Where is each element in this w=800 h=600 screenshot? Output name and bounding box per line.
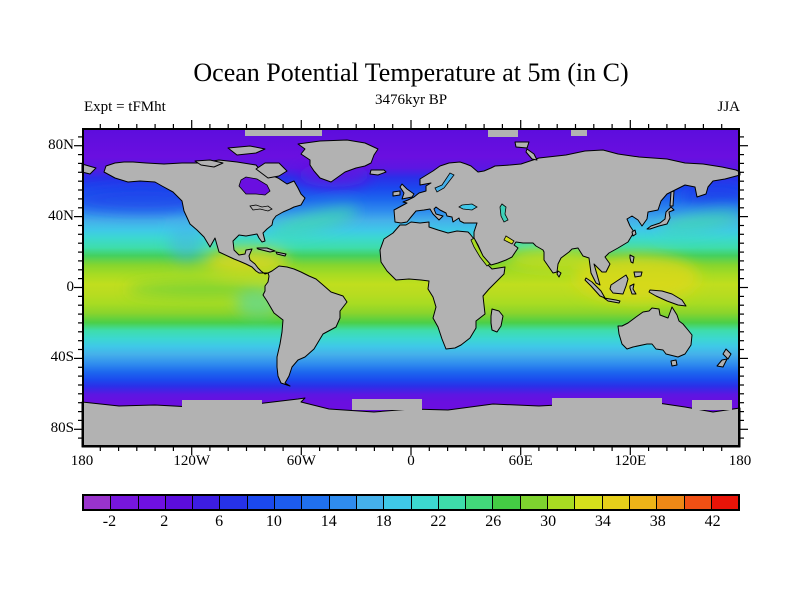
colorbar-cell xyxy=(547,496,575,509)
colorbar-tick-label: 30 xyxy=(540,513,557,530)
colorbar-cell xyxy=(192,496,220,509)
x-axis-tick-label: 120W xyxy=(173,453,210,469)
colorbar-cell xyxy=(519,496,548,509)
x-axis-tick-label: 60W xyxy=(286,453,316,469)
y-axis-tick-label: 0 xyxy=(66,278,75,295)
season-label: JJA xyxy=(717,99,740,115)
colorbar-cell xyxy=(164,496,193,509)
plot-title: Ocean Potential Temperature at 5m (in C) xyxy=(193,58,629,87)
colorbar-cell xyxy=(628,496,657,509)
great-lakes xyxy=(249,204,273,212)
x-axis-tick-label: 180 xyxy=(70,453,94,469)
y-axis-tick-label: 40N xyxy=(48,207,74,224)
colorbar-tick-label: 10 xyxy=(265,513,282,530)
colorbar-tick-label: 26 xyxy=(485,513,502,530)
colorbar-tick-label: 38 xyxy=(649,513,666,530)
axis-ticks xyxy=(74,120,748,455)
experiment-label: Expt = tFMht xyxy=(84,99,166,115)
y-axis-tick-label: 80N xyxy=(48,136,74,153)
colorbar-cell xyxy=(601,496,629,509)
colorbar-cell xyxy=(219,496,247,509)
colorbar-cell xyxy=(410,496,438,509)
hudson-bay xyxy=(238,176,271,196)
colorbar-tick-label: 22 xyxy=(430,513,447,530)
y-axis-tick-label: 40S xyxy=(50,349,74,366)
caspian-sea xyxy=(499,203,509,223)
colorbar-cell xyxy=(656,496,684,509)
colorbar-cell xyxy=(328,496,356,509)
x-axis-tick-label: 120E xyxy=(614,453,647,469)
sea-ice xyxy=(182,128,732,410)
colorbar-cell xyxy=(84,496,111,509)
colorbar-cell xyxy=(274,496,302,509)
x-axis-tick-label: 0 xyxy=(407,453,415,469)
y-axis-tick-label: 80S xyxy=(50,420,74,437)
colorbar-cell xyxy=(710,496,739,509)
colorbar-cell xyxy=(683,496,711,509)
colorbar-cell xyxy=(437,496,466,509)
colorbar-cell xyxy=(110,496,138,509)
landmasses xyxy=(81,139,741,448)
colorbar-cell xyxy=(137,496,165,509)
x-axis-tick-label: 180 xyxy=(728,453,752,469)
colorbar-cell xyxy=(301,496,329,509)
colorbar-tick-label: 14 xyxy=(320,513,337,530)
colorbar-cell xyxy=(383,496,411,509)
colorbar-cell xyxy=(246,496,275,509)
colorbar xyxy=(82,494,740,511)
map-frame xyxy=(82,128,740,447)
colorbar-tick-label: 18 xyxy=(375,513,392,530)
red-sea xyxy=(470,237,491,267)
black-sea xyxy=(458,203,478,211)
colorbar-tick-label: -2 xyxy=(102,513,117,530)
x-axis-tick-label: 60E xyxy=(508,453,533,469)
colorbar-tick-label: 42 xyxy=(704,513,721,530)
world-map xyxy=(74,120,748,455)
colorbar-cell xyxy=(355,496,384,509)
persian-gulf xyxy=(503,235,515,245)
baltic-sea xyxy=(434,172,455,193)
colorbar-cell xyxy=(574,496,602,509)
colorbar-tick-label: 2 xyxy=(160,513,169,530)
colorbar-tick-label: 6 xyxy=(215,513,224,530)
colorbar-cell xyxy=(492,496,520,509)
colorbar-tick-label: 34 xyxy=(594,513,611,530)
plot-subtitle: 3476kyr BP xyxy=(374,92,448,108)
inland-seas xyxy=(238,172,515,267)
colorbar-cell xyxy=(465,496,493,509)
